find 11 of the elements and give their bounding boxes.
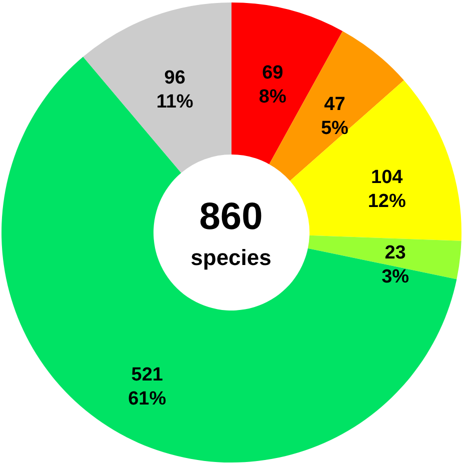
text: species — [190, 245, 272, 270]
data-label: 23 3% — [382, 242, 410, 288]
text: 860 — [199, 196, 263, 238]
data-label: 521 61% — [128, 364, 166, 410]
data-label: 47 5% — [320, 94, 349, 139]
data-label: 104 12% — [368, 166, 406, 212]
donut-slice — [2, 56, 457, 462]
donut-slice — [83, 2, 232, 173]
data-label: 96 11% — [156, 68, 194, 113]
donut-slice — [290, 80, 462, 241]
data-label: 69 8% — [258, 62, 286, 108]
